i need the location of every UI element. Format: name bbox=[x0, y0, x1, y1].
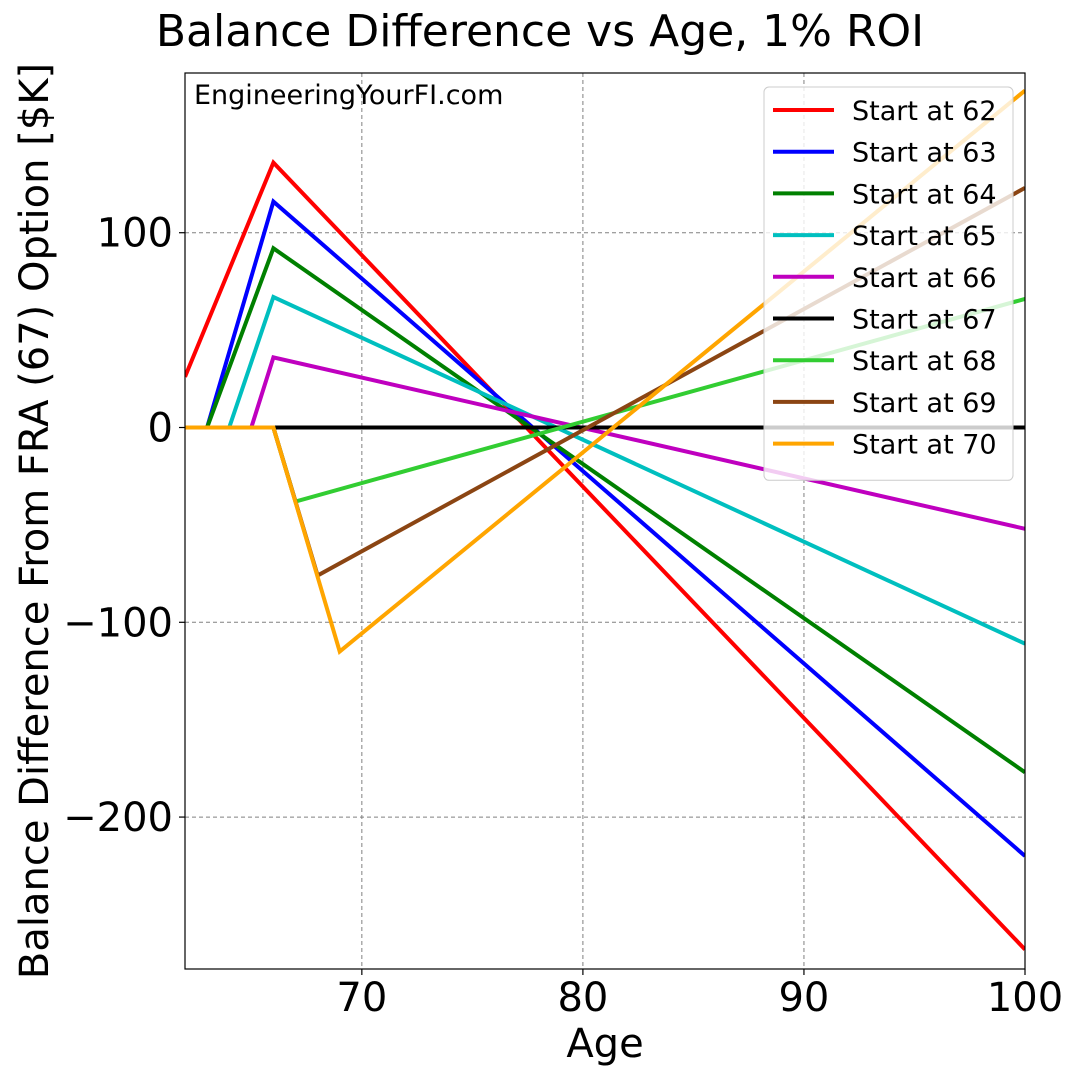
legend-label-start-at-67: Start at 67 bbox=[852, 305, 997, 336]
legend-label-start-at-65: Start at 65 bbox=[852, 221, 997, 252]
axis-ticks: 70 80 90 100 −200 −100 0 100 bbox=[63, 211, 1063, 1021]
x-tick-label-90: 90 bbox=[778, 975, 829, 1021]
legend-label-start-at-64: Start at 64 bbox=[852, 179, 997, 210]
plot-frame bbox=[184, 72, 1026, 970]
legend-label-start-at-69: Start at 69 bbox=[852, 388, 997, 419]
series-line-start-at-62 bbox=[185, 158, 1025, 951]
y-tick-label-0: 0 bbox=[148, 406, 173, 452]
y-tick-label--100: −100 bbox=[63, 600, 173, 646]
y-tick-label--200: −200 bbox=[63, 795, 173, 841]
chart-title: Balance Difference vs Age, 1% ROI bbox=[156, 6, 924, 57]
watermark-text: EngineeringYourFI.com bbox=[194, 80, 503, 111]
y-tick-label-100: 100 bbox=[97, 211, 173, 257]
legend-label-start-at-70: Start at 70 bbox=[852, 430, 997, 461]
legend-box bbox=[763, 86, 1014, 481]
x-tick-label-80: 80 bbox=[557, 975, 608, 1021]
legend: Start at 62 Start at 63 Start at 64 Start a… bbox=[763, 86, 1014, 481]
y-axis-label: Balance Difference From FRA (67) Option … bbox=[12, 63, 58, 979]
x-tick-label-100: 100 bbox=[987, 975, 1063, 1021]
legend-label-start-at-68: Start at 68 bbox=[852, 346, 997, 377]
x-axis-label: Age bbox=[566, 1021, 643, 1067]
legend-label-start-at-66: Start at 66 bbox=[852, 263, 997, 294]
legend-label-start-at-63: Start at 63 bbox=[852, 138, 997, 169]
x-tick-label-70: 70 bbox=[336, 975, 387, 1021]
legend-label-start-at-62: Start at 62 bbox=[852, 96, 997, 127]
series-line-start-at-70 bbox=[185, 88, 1025, 655]
